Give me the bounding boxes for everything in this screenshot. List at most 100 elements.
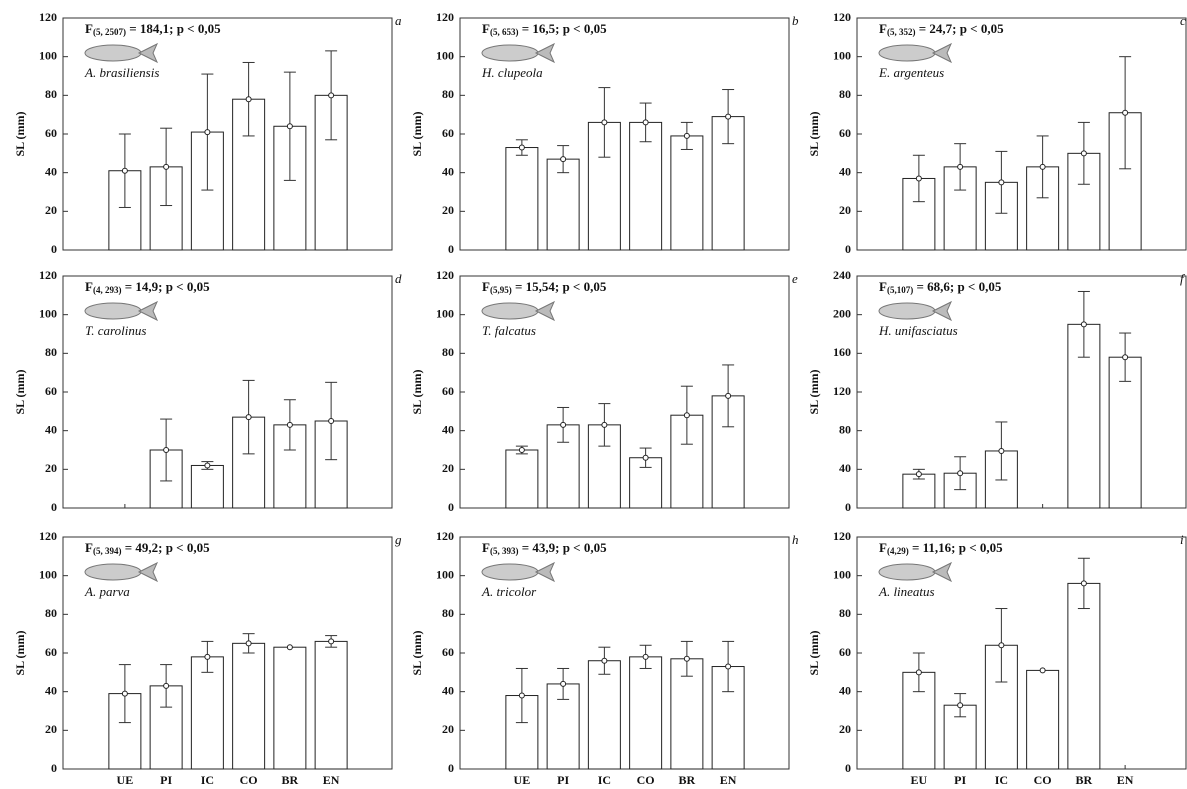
x-tick-label: EN	[720, 773, 737, 787]
mean-point	[1040, 668, 1045, 673]
mean-point	[958, 703, 963, 708]
bar	[630, 657, 662, 769]
y-tick-label: 80	[442, 345, 454, 359]
y-tick-label: 20	[442, 203, 454, 217]
species-label: T. falcatus	[482, 323, 536, 338]
y-tick-label: 100	[39, 48, 57, 62]
fish-icon	[536, 563, 554, 581]
title-subscript: (5, 393)	[490, 546, 519, 556]
y-tick-label: 100	[436, 567, 454, 581]
title-stat: F	[85, 540, 93, 555]
title-stat: F	[85, 21, 93, 36]
mean-point	[287, 422, 292, 427]
panel-letter: i	[1180, 532, 1184, 547]
y-tick-label: 20	[45, 461, 57, 475]
y-axis-label: SL (mm)	[807, 630, 821, 675]
x-tick-label: CO	[240, 773, 258, 787]
y-tick-label: 0	[51, 242, 57, 256]
y-tick-label: 100	[39, 306, 57, 320]
bar	[1027, 670, 1059, 769]
fish-icon	[482, 564, 538, 580]
y-tick-label: 60	[839, 126, 851, 140]
bar	[191, 657, 223, 769]
mean-point	[329, 639, 334, 644]
x-tick-label: PI	[954, 773, 966, 787]
mean-point	[246, 415, 251, 420]
panel-title: F(4,29) = 11,16; p < 0,05	[879, 540, 1003, 556]
bar	[506, 148, 538, 250]
title-rest: = 43,9; p < 0,05	[518, 540, 607, 555]
title-stat: F	[879, 279, 887, 294]
mean-point	[643, 654, 648, 659]
x-tick-label: PI	[160, 773, 172, 787]
panel-title: F(4, 293) = 14,9; p < 0,05	[85, 279, 210, 295]
y-tick-label: 60	[45, 645, 57, 659]
y-tick-label: 20	[45, 203, 57, 217]
y-tick-label: 0	[448, 242, 454, 256]
y-tick-label: 120	[833, 384, 851, 398]
panel-letter: e	[792, 271, 798, 286]
title-rest: = 24,7; p < 0,05	[915, 21, 1004, 36]
mean-point	[164, 164, 169, 169]
x-tick-label: EU	[911, 773, 928, 787]
fish-icon	[139, 302, 157, 320]
title-subscript: (5, 352)	[887, 27, 916, 37]
y-tick-label: 60	[442, 645, 454, 659]
title-subscript: (5, 2507)	[93, 27, 126, 37]
y-axis-label: SL (mm)	[410, 630, 424, 675]
y-tick-label: 120	[436, 10, 454, 24]
title-rest: = 184,1; p < 0,05	[126, 21, 221, 36]
panel: 020406080100120SL (mm)F(5, 394) = 49,2; …	[13, 529, 402, 787]
mean-point	[205, 654, 210, 659]
title-stat: F	[482, 21, 490, 36]
y-tick-label: 120	[436, 268, 454, 282]
y-tick-label: 80	[45, 87, 57, 101]
mean-point	[684, 656, 689, 661]
species-label: H. clupeola	[481, 65, 543, 80]
panel-title: F(5, 394) = 49,2; p < 0,05	[85, 540, 210, 556]
mean-point	[519, 693, 524, 698]
mean-point	[916, 176, 921, 181]
panel-title: F(5, 2507) = 184,1; p < 0,05	[85, 21, 221, 37]
mean-point	[726, 664, 731, 669]
y-tick-label: 120	[833, 529, 851, 543]
y-tick-label: 80	[442, 87, 454, 101]
mean-point	[287, 645, 292, 650]
y-tick-label: 80	[442, 606, 454, 620]
mean-point	[164, 448, 169, 453]
y-tick-label: 20	[45, 722, 57, 736]
y-axis-label: SL (mm)	[13, 111, 27, 156]
y-tick-label: 100	[436, 306, 454, 320]
y-tick-label: 100	[39, 567, 57, 581]
mean-point	[164, 683, 169, 688]
y-tick-label: 60	[839, 645, 851, 659]
panel-letter: a	[395, 13, 402, 28]
panel: 020406080100120SL (mm)F(5, 393) = 43,9; …	[410, 529, 799, 787]
fish-icon	[879, 303, 935, 319]
page: {"chart_data": [ {"type": "bar", "letter…	[0, 0, 1187, 789]
species-label: H. unifasciatus	[878, 323, 958, 338]
mean-point	[602, 422, 607, 427]
mean-point	[602, 658, 607, 663]
mean-point	[329, 419, 334, 424]
mean-point	[122, 691, 127, 696]
x-tick-label: PI	[557, 773, 569, 787]
title-stat: F	[879, 540, 887, 555]
y-axis-label: SL (mm)	[410, 111, 424, 156]
title-stat: F	[879, 21, 887, 36]
panel: 020406080100120SL (mm)F(4, 293) = 14,9; …	[13, 268, 402, 514]
y-tick-label: 160	[833, 345, 851, 359]
title-rest: = 14,9; p < 0,05	[121, 279, 210, 294]
mean-point	[519, 145, 524, 150]
mean-point	[561, 422, 566, 427]
x-tick-label: EN	[1117, 773, 1134, 787]
y-axis-label: SL (mm)	[13, 369, 27, 414]
mean-point	[122, 168, 127, 173]
title-subscript: (5, 653)	[490, 27, 519, 37]
y-tick-label: 100	[833, 48, 851, 62]
y-tick-label: 120	[39, 10, 57, 24]
title-stat: F	[482, 540, 490, 555]
species-label: E. argenteus	[878, 65, 944, 80]
panel-letter: h	[792, 532, 799, 547]
title-rest: = 68,6; p < 0,05	[913, 279, 1002, 294]
